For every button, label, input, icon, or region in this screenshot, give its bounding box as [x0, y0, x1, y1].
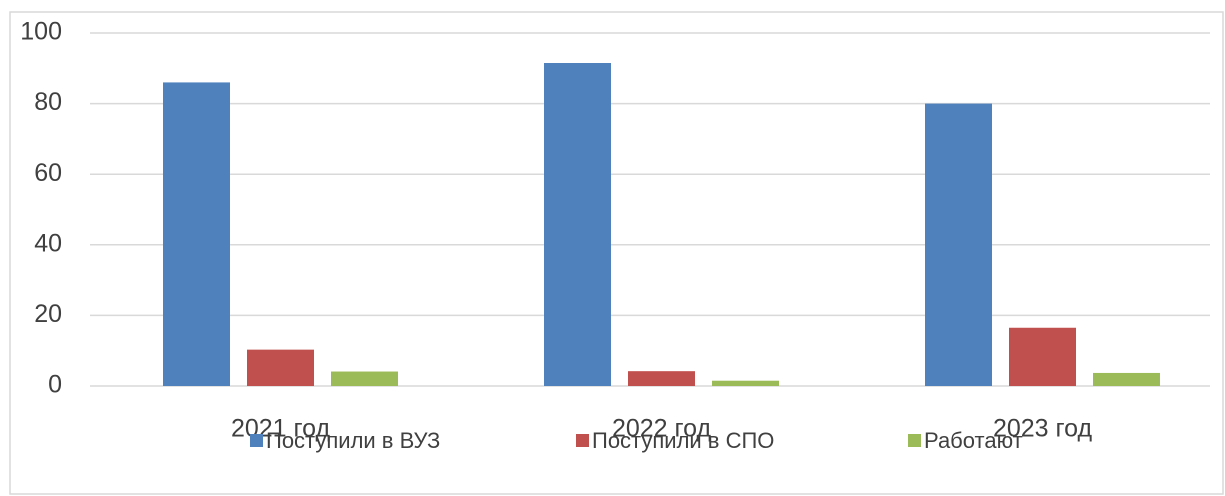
- bar: [628, 371, 695, 386]
- bar: [247, 349, 314, 386]
- bar: [925, 103, 992, 386]
- y-tick-label: 100: [20, 18, 62, 46]
- y-tick-label: 60: [34, 159, 62, 187]
- bar: [712, 380, 779, 386]
- legend-label: Поступили в ВУЗ: [266, 428, 440, 453]
- y-tick-label: 80: [34, 88, 62, 116]
- bar: [1093, 372, 1160, 386]
- bar: [1009, 327, 1076, 386]
- legend-swatch: [250, 434, 263, 447]
- x-tick-label: 2021 год: [231, 415, 330, 443]
- bar: [544, 63, 611, 386]
- chart-border: [9, 11, 1224, 495]
- x-tick-label: 2022 год: [612, 415, 711, 443]
- bar: [163, 82, 230, 387]
- legend-swatch: [908, 434, 921, 447]
- legend-swatch: [576, 434, 589, 447]
- x-tick-label: 2023 год: [993, 415, 1092, 443]
- y-tick-label: 40: [34, 229, 62, 257]
- bar: [331, 371, 398, 386]
- y-tick-label: 0: [48, 371, 62, 399]
- legend-label: Работают: [924, 428, 1023, 453]
- y-tick-label: 20: [34, 300, 62, 328]
- legend-label: Поступили в СПО: [592, 428, 774, 453]
